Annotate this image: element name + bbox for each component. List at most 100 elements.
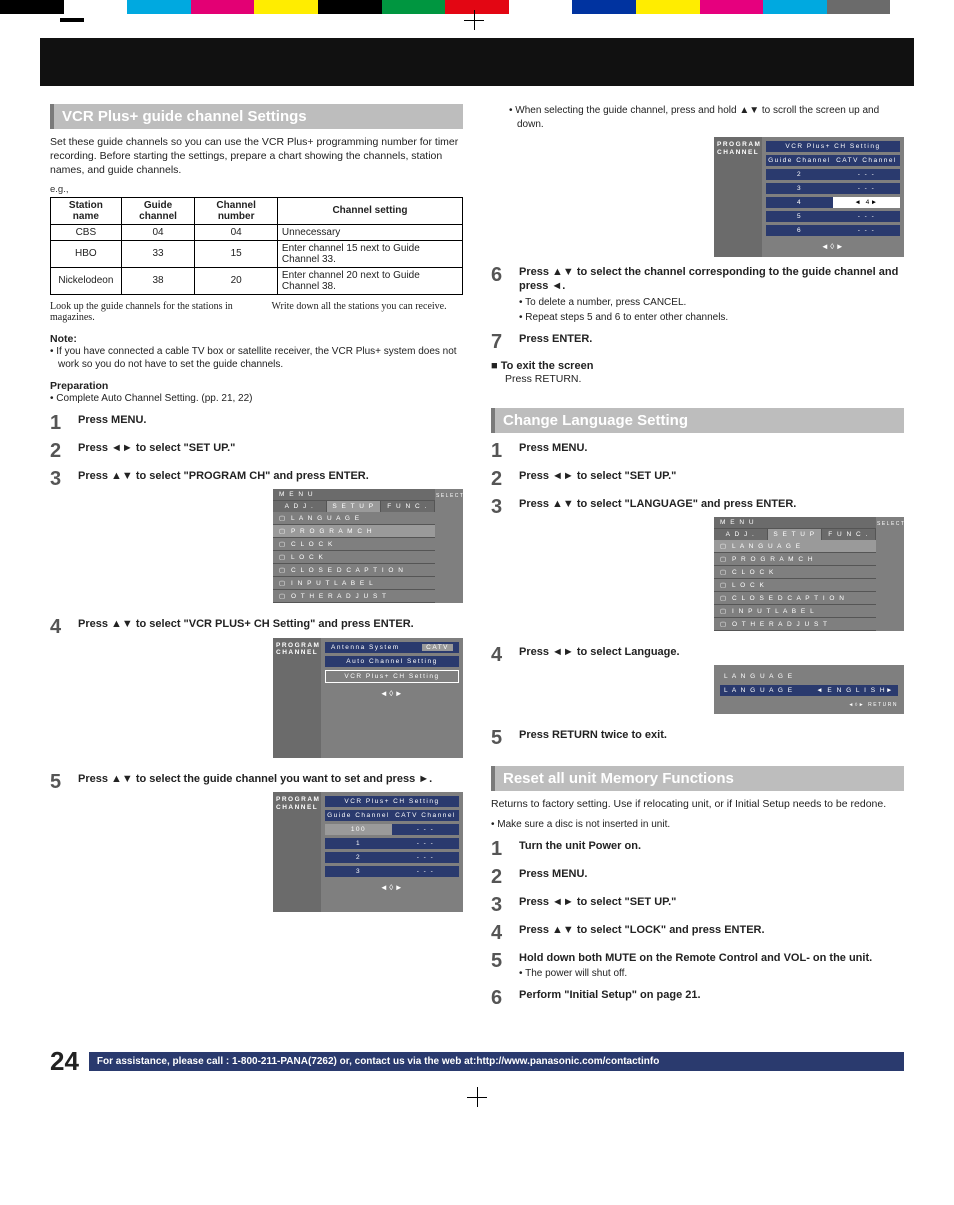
osd-sidebar: PROGRAM CHANNEL xyxy=(714,137,762,257)
osd-menu-item: ▢O T H E R A D J U S T xyxy=(714,618,876,631)
step-6: 6 Press ▲▼ to select the channel corresp… xyxy=(491,265,904,324)
step-2: 2Press ◄► to select "SET UP." xyxy=(50,441,463,461)
osd-channel-row: 3- - - xyxy=(766,183,900,194)
lang-step-3: 3Press ▲▼ to select "LANGUAGE" and press… xyxy=(491,497,904,637)
reset-intro: Returns to factory setting. Use if reloc… xyxy=(491,797,904,811)
note-heading: Note: xyxy=(50,333,463,345)
osd-tab-func: F U N C . xyxy=(381,501,435,512)
table-row: Nickelodeon3820Enter channel 20 next to … xyxy=(51,267,463,294)
exit-heading: ■ To exit the screen xyxy=(491,360,904,372)
osd-channel-row: 1- - - xyxy=(325,838,459,849)
osd-menu-item: ▢I N P U T L A B E L xyxy=(273,577,435,590)
osd-menu-item: ▢P R O G R A M C H xyxy=(273,525,435,538)
lang-step-1: 1Press MENU. xyxy=(491,441,904,461)
lang-section-heading: Change Language Setting xyxy=(491,408,904,433)
osd-menu-item: ▢C L O S E D C A P T I O N xyxy=(714,592,876,605)
osd-channel-row: 3- - - xyxy=(325,866,459,877)
caption-left: Look up the guide channels for the stati… xyxy=(50,301,242,323)
lang-step-5: 5Press RETURN twice to exit. xyxy=(491,728,904,748)
osd-menu-item: ▢C L O C K xyxy=(273,538,435,551)
osd-antenna-label: Antenna System xyxy=(331,644,400,651)
left-column: VCR Plus+ guide channel Settings Set the… xyxy=(50,104,463,1016)
table-captions: Look up the guide channels for the stati… xyxy=(50,301,463,323)
osd-nav-icon: ◄◊► xyxy=(766,242,900,251)
osd-menu-item: ▢I N P U T L A B E L xyxy=(714,605,876,618)
table-row: HBO3315Enter channel 15 next to Guide Ch… xyxy=(51,240,463,267)
osd-vcrplus-list: PROGRAM CHANNEL VCR Plus+ CH Setting Gui… xyxy=(273,792,463,912)
osd-antenna-val: CATV xyxy=(422,644,453,651)
reset-section-heading: Reset all unit Memory Functions xyxy=(491,766,904,791)
page-number: 24 xyxy=(50,1046,79,1077)
prep-text: • Complete Auto Channel Setting. (pp. 21… xyxy=(50,392,463,406)
osd-tab-setup: S E T U P xyxy=(327,501,381,512)
osd-tab-adj: A D J . xyxy=(273,501,327,512)
reset-step: 5Hold down both MUTE on the Remote Contr… xyxy=(491,951,904,980)
osd-title: VCR Plus+ CH Setting xyxy=(766,141,900,152)
reset-step: 6Perform "Initial Setup" on page 21. xyxy=(491,988,904,1008)
reset-sub: • Make sure a disc is not inserted in un… xyxy=(491,818,904,832)
eg-label: e.g., xyxy=(50,184,463,195)
crop-marks-top xyxy=(0,14,954,26)
osd-auto-ch: Auto Channel Setting xyxy=(325,656,459,667)
osd-channel-row: 4◄ 4► xyxy=(766,197,900,208)
osd-menu-item: ▢P R O G R A M C H xyxy=(714,553,876,566)
osd-channel-row: 2- - - xyxy=(766,169,900,180)
osd-channel-row: 6- - - xyxy=(766,225,900,236)
reset-step: 1Turn the unit Power on. xyxy=(491,839,904,859)
table-row: CBS0404Unnecessary xyxy=(51,224,463,240)
osd-menu-item: ▢C L O C K xyxy=(714,566,876,579)
right-column: • When selecting the guide channel, pres… xyxy=(491,104,904,1016)
osd-menu-item: ▢C L O S E D C A P T I O N xyxy=(273,564,435,577)
step-7: 7Press ENTER. xyxy=(491,332,904,352)
osd-tabs: A D J . S E T U P F U N C . xyxy=(714,529,876,540)
table-header: Guide channel xyxy=(121,197,195,224)
osd-channel-row: 2- - - xyxy=(325,852,459,863)
vcr-intro: Set these guide channels so you can use … xyxy=(50,135,463,178)
osd-menu-item: ▢O T H E R A D J U S T xyxy=(273,590,435,603)
prep-heading: Preparation xyxy=(50,380,463,392)
osd-sidebar: PROGRAM CHANNEL xyxy=(273,792,321,912)
osd-menu-item: ▢L A N G U A G E xyxy=(714,540,876,553)
vcr-section-heading: VCR Plus+ guide channel Settings xyxy=(50,104,463,129)
vcr-steps-cont: 6 Press ▲▼ to select the channel corresp… xyxy=(491,265,904,352)
osd-title: M E N U xyxy=(714,517,876,529)
osd-channel-row: 5- - - xyxy=(766,211,900,222)
osd-channel-row: 100- - - xyxy=(325,824,459,835)
osd-select-label: SELECT xyxy=(435,489,463,603)
osd-menu-setup: M E N U A D J . S E T U P F U N C . ▢L A… xyxy=(273,489,463,603)
page-footer: 24 For assistance, please call : 1-800-2… xyxy=(0,1046,954,1077)
osd-tabs: A D J . S E T U P F U N C . xyxy=(273,501,435,512)
note-text: • If you have connected a cable TV box o… xyxy=(50,345,463,372)
osd-menu-item: ▢L O C K xyxy=(273,551,435,564)
osd-select-label: SELECT xyxy=(876,517,904,631)
assistance-bar: For assistance, please call : 1-800-211-… xyxy=(89,1052,904,1071)
header-banner xyxy=(40,38,914,86)
step-4: 4Press ▲▼ to select "VCR PLUS+ CH Settin… xyxy=(50,617,463,763)
osd-vcrplus-sel: VCR Plus+ CH Setting xyxy=(325,670,459,683)
reset-steps: 1Turn the unit Power on.2Press MENU.3Pre… xyxy=(491,839,904,1008)
osd-sidebar: PROGRAM CHANNEL xyxy=(273,638,321,758)
page-content: VCR Plus+ guide channel Settings Set the… xyxy=(0,104,954,1036)
guide-table: Station nameGuide channelChannel numberC… xyxy=(50,197,463,295)
osd-items: ▢L A N G U A G E▢P R O G R A M C H▢C L O… xyxy=(714,540,876,631)
lang-step-2: 2Press ◄► to select "SET UP." xyxy=(491,469,904,489)
osd-title: VCR Plus+ CH Setting xyxy=(325,796,459,807)
osd-title: M E N U xyxy=(273,489,435,501)
vcr-steps: 1Press MENU. 2Press ◄► to select "SET UP… xyxy=(50,413,463,918)
table-header: Channel setting xyxy=(277,197,462,224)
osd-language-select: L A N G U A G E L A N G U A G E◄ E N G L… xyxy=(714,665,904,714)
table-header: Station name xyxy=(51,197,122,224)
step-1: 1Press MENU. xyxy=(50,413,463,433)
osd-menu-item: ▢L A N G U A G E xyxy=(273,512,435,525)
table-header: Channel number xyxy=(195,197,278,224)
crop-marks-bottom xyxy=(0,1077,954,1117)
step-5: 5Press ▲▼ to select the guide channel yo… xyxy=(50,772,463,918)
reset-step: 4Press ▲▼ to select "LOCK" and press ENT… xyxy=(491,923,904,943)
osd-nav-icon: ◄◊► xyxy=(325,689,459,698)
osd-items: ▢L A N G U A G E▢P R O G R A M C H▢C L O… xyxy=(273,512,435,603)
osd-nav-icon: ◄◊► xyxy=(325,883,459,892)
osd-menu-item: ▢L O C K xyxy=(714,579,876,592)
osd-program-channel: PROGRAM CHANNEL Antenna System CATV Auto … xyxy=(273,638,463,758)
osd-vcrplus-edit: PROGRAM CHANNEL VCR Plus+ CH Setting Gui… xyxy=(714,137,904,257)
osd-menu-lang: M E N U A D J . S E T U P F U N C . ▢L A… xyxy=(714,517,904,631)
